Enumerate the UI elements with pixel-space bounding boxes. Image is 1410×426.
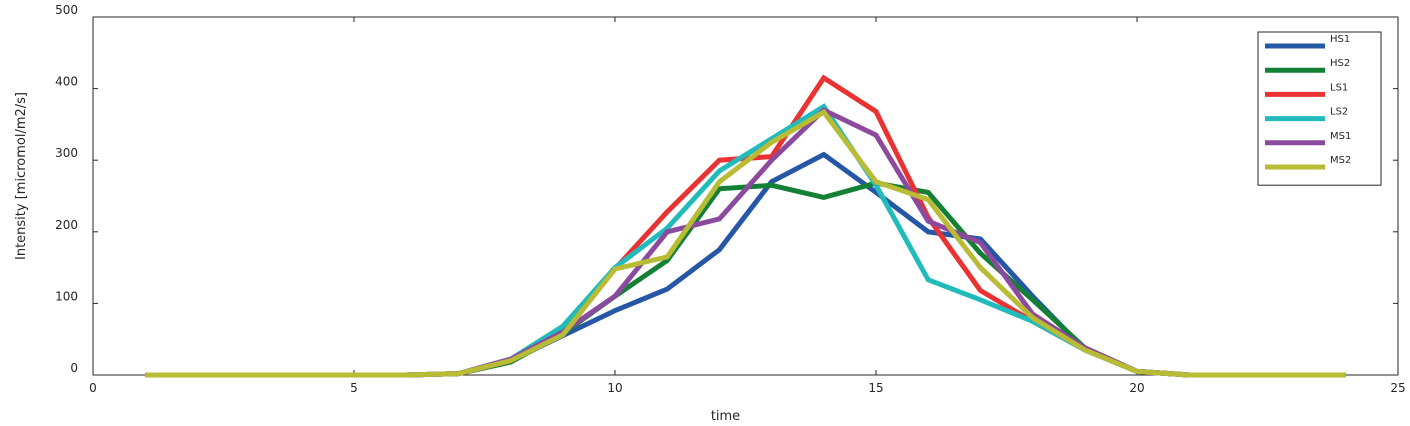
series-lines (145, 74, 1346, 378)
x-tick-label: 0 (89, 381, 97, 395)
y-tick-label: 100 (55, 289, 78, 303)
x-tick-label: 25 (1390, 381, 1405, 395)
y-axis-label: Intensity [micromol/m2/s] (14, 92, 29, 260)
series-line-ls2 (145, 103, 1346, 378)
y-tick-label: 200 (55, 218, 78, 232)
series-line-ms1 (145, 107, 1346, 378)
y-tick-label: 300 (55, 146, 78, 160)
x-tick-label: 20 (1129, 381, 1144, 395)
series-line-ms2 (145, 108, 1346, 378)
x-tick-label: 5 (350, 381, 358, 395)
legend-label: LS1 (1330, 82, 1348, 93)
x-tick-label: 15 (868, 381, 883, 395)
legend-label: LS2 (1330, 107, 1348, 118)
series-line-ls1 (145, 74, 1346, 378)
legend-label: MS2 (1330, 155, 1351, 166)
x-tick-label: 10 (607, 381, 622, 395)
legend-label: MS1 (1330, 131, 1351, 142)
legend: HS1 HS2 LS1 LS2 MS1 MS2 (1257, 31, 1382, 186)
y-tick-label: 500 (55, 3, 78, 17)
y-tick-label: 0 (70, 361, 78, 375)
legend-label: HS2 (1330, 58, 1350, 69)
y-tick-label: 400 (55, 75, 78, 89)
legend-label: HS1 (1330, 34, 1350, 45)
axes: 0 5 10 15 20 25 0 100 200 300 400 500 (55, 3, 1406, 395)
plot-frame (92, 16, 1399, 376)
x-axis-label: time (711, 409, 740, 424)
legend-box (1257, 31, 1382, 186)
